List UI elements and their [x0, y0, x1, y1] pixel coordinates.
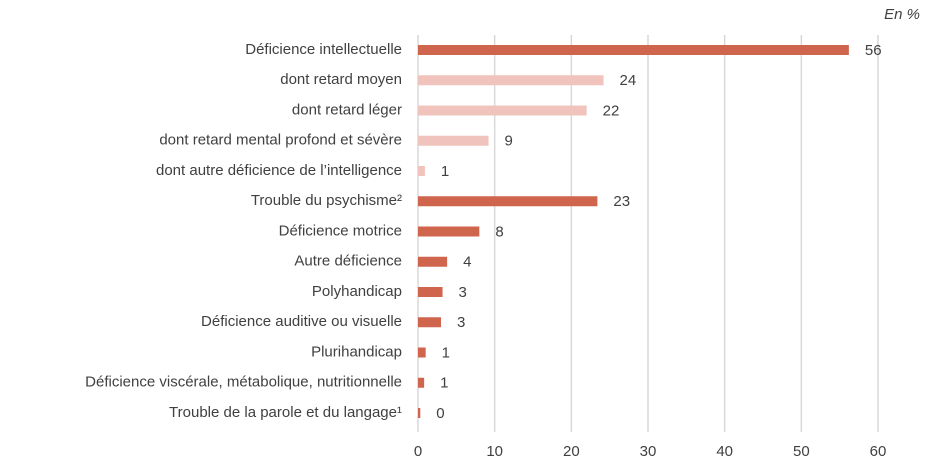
y-tick-label: dont retard moyen — [280, 71, 402, 88]
y-tick-label: Polyhandicap — [312, 283, 402, 300]
x-tick-label: 20 — [563, 443, 580, 460]
y-tick-label: Plurihandicap — [311, 343, 402, 360]
bar — [418, 196, 598, 207]
data-label: 1 — [441, 163, 449, 180]
y-tick-label: dont retard mental profond et sévère — [159, 132, 402, 149]
y-tick-label: Autre déficience — [294, 253, 402, 270]
bar — [418, 226, 480, 237]
bar — [418, 105, 587, 116]
x-tick-label: 0 — [414, 443, 422, 460]
y-tick-label: Déficience auditive ou visuelle — [201, 313, 402, 330]
x-tick-label: 60 — [870, 443, 887, 460]
bar — [418, 256, 448, 267]
bar — [418, 75, 604, 86]
y-tick-label: Déficience motrice — [279, 222, 402, 239]
y-tick-label: Trouble du psychisme² — [251, 192, 402, 209]
data-label: 24 — [620, 72, 637, 89]
data-label: 22 — [603, 102, 620, 119]
bar — [418, 347, 426, 358]
bar — [418, 135, 489, 146]
data-label: 1 — [440, 375, 448, 392]
bar — [418, 408, 421, 418]
y-tick-label: Déficience viscérale, métabolique, nutri… — [85, 374, 402, 391]
data-label: 0 — [436, 405, 444, 422]
chart-title: En % — [884, 6, 920, 23]
bar — [418, 166, 425, 176]
data-label: 3 — [459, 284, 467, 301]
bar — [418, 377, 425, 388]
bar — [418, 317, 441, 328]
x-tick-label: 40 — [716, 443, 733, 460]
data-label: 23 — [613, 193, 630, 210]
y-tick-label: Trouble de la parole et du langage¹ — [169, 404, 402, 421]
bar — [418, 45, 849, 55]
x-tick-label: 50 — [793, 443, 810, 460]
x-tick-label: 10 — [486, 443, 503, 460]
data-label: 1 — [442, 344, 450, 361]
data-label: 4 — [463, 254, 471, 271]
data-label: 3 — [457, 314, 465, 331]
bar — [418, 287, 443, 297]
data-label: 56 — [865, 42, 882, 59]
y-tick-label: Déficience intellectuelle — [245, 41, 402, 58]
x-tick-label: 30 — [640, 443, 657, 460]
y-tick-label: dont retard léger — [292, 101, 402, 118]
y-tick-label: dont autre déficience de l’intelligence — [156, 162, 402, 179]
data-label: 8 — [495, 223, 503, 240]
data-label: 9 — [505, 133, 513, 150]
